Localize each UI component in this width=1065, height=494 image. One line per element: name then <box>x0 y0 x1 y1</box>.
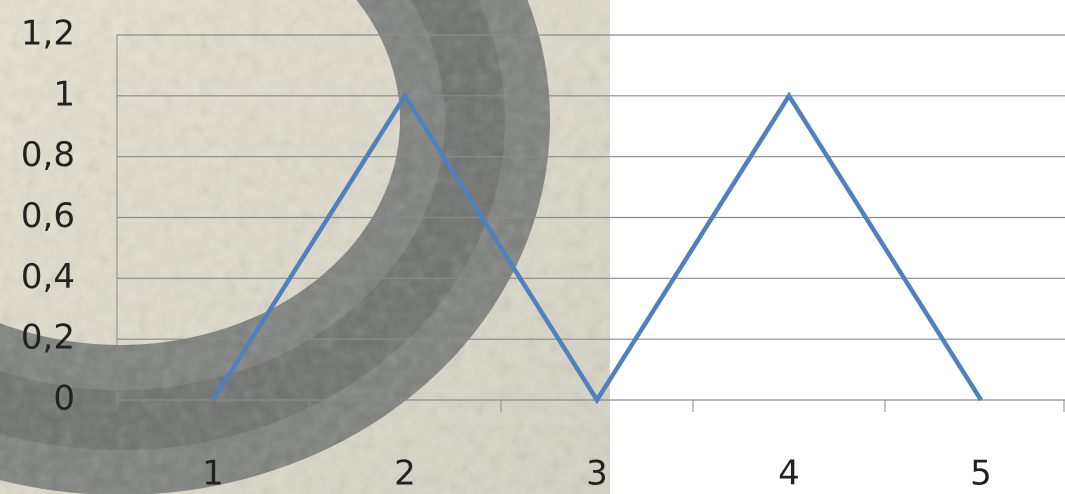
x-tick-label: 5 <box>970 454 992 494</box>
x-tick-label: 1 <box>202 454 224 494</box>
y-tick-label: 0,6 <box>21 196 75 236</box>
background-photo <box>0 0 610 494</box>
y-tick-label: 1 <box>53 74 75 114</box>
x-tick-label: 2 <box>394 454 416 494</box>
y-tick-label: 0,2 <box>21 318 75 358</box>
y-tick-label: 1,2 <box>21 14 75 54</box>
y-tick-label: 0,4 <box>21 257 75 297</box>
marks <box>211 91 983 405</box>
y-tick-label: 0 <box>53 379 75 419</box>
data-line <box>211 91 983 405</box>
grid <box>116 34 1065 412</box>
x-tick-label: 4 <box>778 454 800 494</box>
y-tick-label: 0,8 <box>21 135 75 175</box>
x-tick-label: 3 <box>586 454 608 494</box>
